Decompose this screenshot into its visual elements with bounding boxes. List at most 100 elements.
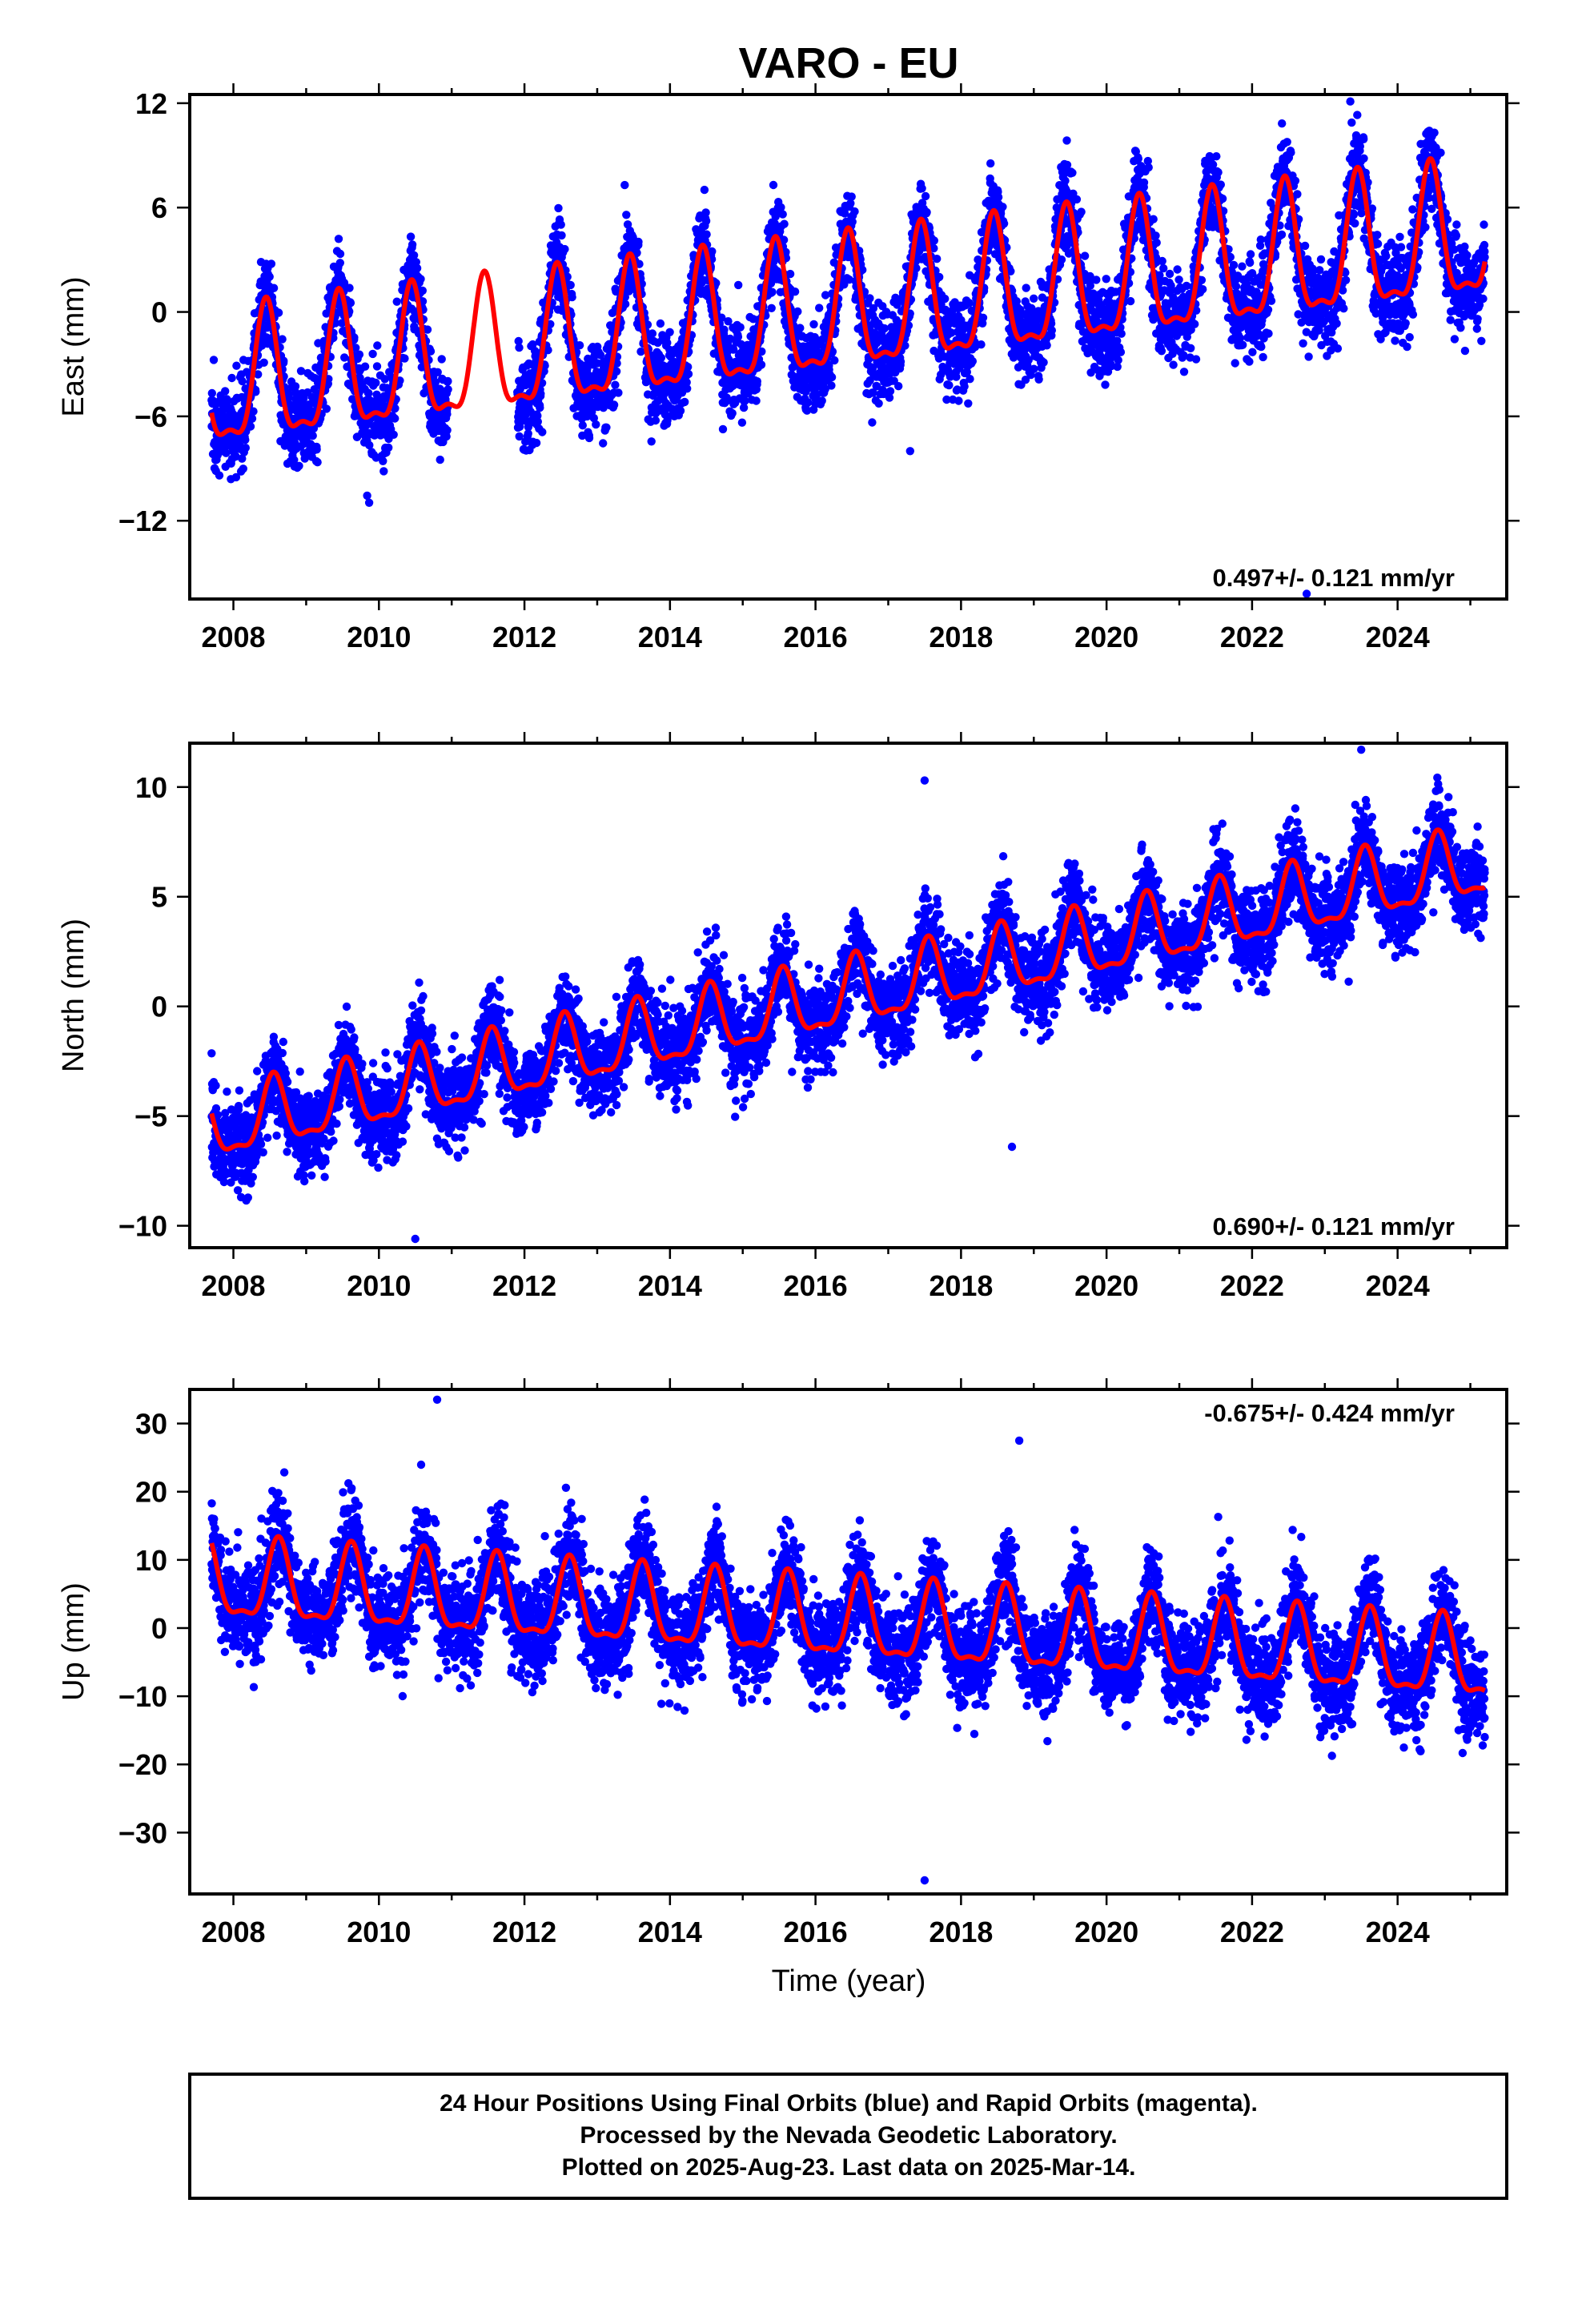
east-point	[737, 418, 747, 427]
east-point	[1165, 269, 1174, 279]
east-point	[611, 380, 620, 389]
east-point	[1077, 207, 1086, 216]
east-point	[322, 404, 331, 413]
east-point	[609, 400, 619, 409]
east-point	[676, 406, 685, 416]
east-point	[426, 347, 436, 356]
east-point	[285, 389, 294, 399]
east-point	[391, 414, 400, 423]
east-point	[874, 399, 883, 408]
east-point	[355, 350, 364, 359]
east-point	[1061, 176, 1070, 185]
east-point	[532, 438, 541, 448]
east-point	[952, 372, 961, 381]
east-point	[444, 385, 452, 394]
east-point	[254, 370, 263, 379]
east-point	[921, 191, 930, 201]
east-point	[606, 321, 615, 330]
east-point	[584, 433, 594, 443]
east-point	[251, 388, 260, 396]
east-point	[656, 353, 666, 362]
east-point	[599, 439, 608, 448]
east-point	[363, 491, 371, 501]
east-point	[1257, 342, 1266, 352]
east-point	[371, 378, 380, 388]
east-point	[620, 300, 630, 308]
east-point	[239, 464, 247, 473]
east-point	[702, 230, 711, 239]
east-point	[442, 432, 451, 441]
east-point	[718, 424, 728, 434]
east-point	[964, 399, 973, 408]
east-point	[560, 244, 569, 254]
east-point	[1214, 168, 1223, 177]
east-point	[945, 380, 954, 390]
east-point	[1030, 294, 1038, 303]
east-point	[418, 286, 427, 296]
east-point	[1263, 305, 1273, 314]
east-point	[232, 361, 241, 370]
east-point	[1101, 380, 1110, 389]
east-point	[568, 292, 576, 302]
east-point	[291, 382, 300, 391]
east-point	[379, 467, 388, 476]
east-point	[777, 203, 785, 212]
east-point	[780, 219, 789, 228]
east-point	[965, 299, 974, 308]
east-point	[290, 456, 299, 464]
east-point	[423, 325, 432, 334]
east-point	[524, 429, 532, 438]
east-point	[308, 431, 317, 440]
east-point	[1179, 368, 1189, 376]
east-point	[847, 192, 856, 201]
east-point	[1264, 329, 1273, 338]
east-point	[207, 388, 216, 398]
east-point	[223, 395, 231, 404]
east-point	[1191, 355, 1201, 364]
east-point	[1042, 341, 1051, 350]
east-point	[796, 324, 805, 332]
east-point	[968, 356, 978, 366]
east-point	[1239, 340, 1247, 349]
east-point	[334, 235, 343, 243]
east-point	[1238, 262, 1247, 271]
east-point	[1231, 359, 1239, 368]
east-point	[793, 307, 802, 316]
east-point	[557, 231, 566, 240]
east-point	[296, 367, 306, 376]
east-point	[1246, 250, 1255, 259]
east-point	[885, 387, 895, 396]
east-point	[809, 320, 818, 329]
east-point	[960, 382, 969, 391]
east-point	[209, 356, 219, 364]
east-point	[554, 203, 563, 213]
east-point	[340, 353, 349, 362]
east-point	[346, 299, 355, 308]
east-point	[533, 417, 542, 426]
east-point	[364, 388, 373, 398]
east-point	[790, 287, 800, 296]
east-point	[681, 397, 689, 407]
east-point	[827, 381, 836, 390]
east-point	[536, 403, 544, 412]
east-point	[651, 416, 661, 425]
east-point	[1174, 275, 1183, 284]
east-point	[221, 387, 230, 396]
east-point	[1062, 136, 1071, 145]
east-point	[384, 443, 393, 452]
east-point	[241, 436, 250, 444]
east-point	[778, 210, 787, 219]
east-point	[865, 294, 874, 303]
east-point	[1199, 285, 1207, 294]
east-point	[1086, 281, 1095, 290]
east-point	[351, 344, 360, 352]
east-point	[1216, 180, 1226, 189]
east-point	[295, 461, 303, 470]
east-point	[416, 275, 425, 283]
east-point	[368, 349, 377, 359]
east-point	[269, 283, 279, 292]
east-point	[1144, 163, 1153, 172]
east-point	[436, 455, 444, 464]
east-point	[1158, 256, 1166, 266]
